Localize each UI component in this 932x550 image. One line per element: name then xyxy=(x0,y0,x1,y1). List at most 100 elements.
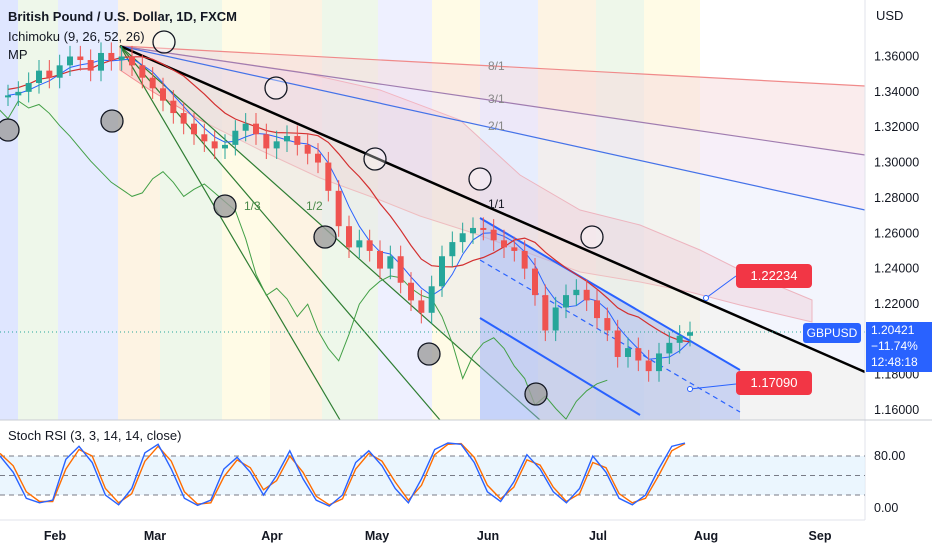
fan-label: 2/1 xyxy=(488,119,505,133)
candle-body xyxy=(521,250,528,269)
candle-body xyxy=(108,52,115,61)
channel-upper xyxy=(479,217,741,371)
candle-body xyxy=(687,332,693,336)
candle-body xyxy=(614,330,621,357)
cycle-marker xyxy=(152,30,176,54)
candle-body xyxy=(635,348,642,361)
y-tick-label: 1.34000 xyxy=(874,85,919,99)
candle-body xyxy=(315,153,321,163)
y-tick-label: 1.24000 xyxy=(874,262,919,276)
candle-body xyxy=(645,360,652,372)
candle-body xyxy=(284,136,290,142)
candle-body xyxy=(552,307,559,331)
x-tick-label: Mar xyxy=(144,529,166,543)
cycle-marker xyxy=(0,118,20,142)
x-tick-label: Sep xyxy=(809,529,832,543)
cycle-marker xyxy=(468,167,492,191)
time-axis-bg xyxy=(0,520,932,550)
candle-body xyxy=(408,282,414,301)
candle-body xyxy=(211,141,218,149)
candle-body xyxy=(418,300,425,313)
y-tick-label: 1.30000 xyxy=(874,156,919,170)
cycle-marker xyxy=(313,225,337,249)
candle-body xyxy=(387,256,394,269)
candle-body xyxy=(594,300,600,319)
candle-body xyxy=(377,250,383,269)
cycle-marker xyxy=(264,76,288,100)
callout-leader xyxy=(705,275,737,299)
candle-body xyxy=(294,136,301,145)
candle-body xyxy=(77,56,84,61)
fan-label: 8/1 xyxy=(488,59,505,73)
mp-legend[interactable]: MP xyxy=(8,47,28,62)
cycle-marker xyxy=(524,382,548,406)
candle-body xyxy=(118,56,125,61)
candle-body xyxy=(222,144,228,149)
x-tick-label: Jul xyxy=(589,529,607,543)
candle-body xyxy=(573,289,580,296)
callout-lower[interactable]: 1.17090 xyxy=(736,371,812,395)
y-tick-label: 1.16000 xyxy=(874,403,919,417)
candle-body xyxy=(253,123,259,135)
stoch-tick-label: 0.00 xyxy=(874,501,898,515)
ichimoku-legend[interactable]: Ichimoku (9, 26, 52, 26) xyxy=(8,29,145,44)
y-tick-label: 1.26000 xyxy=(874,226,919,240)
candle-body xyxy=(346,226,352,248)
fan-line xyxy=(119,45,866,211)
candle-body xyxy=(191,123,197,135)
candle-body xyxy=(470,227,476,234)
candle-body xyxy=(139,65,146,78)
fan-label: 3/1 xyxy=(488,92,505,106)
candle-body xyxy=(356,240,363,248)
callout-anchor xyxy=(687,386,693,392)
candle-body xyxy=(532,268,538,296)
candle-body xyxy=(201,134,208,142)
candle-body xyxy=(583,289,590,301)
candle-body xyxy=(439,256,445,287)
candle-body xyxy=(36,70,42,84)
symbol-tag: GBPUSD xyxy=(803,323,861,343)
candle-body xyxy=(397,256,404,283)
candle-body xyxy=(5,95,11,98)
x-tick-label: Jun xyxy=(477,529,499,543)
candle-body xyxy=(666,342,673,354)
candle-body xyxy=(160,88,166,101)
chart-title: British Pound / U.S. Dollar, 1D, FXCM xyxy=(8,9,237,24)
cycle-stripe xyxy=(0,0,18,420)
callout-anchor xyxy=(703,295,709,301)
channel-lower xyxy=(479,317,641,416)
candle-body xyxy=(87,60,94,71)
candle-body xyxy=(459,233,466,243)
candlesticks xyxy=(5,42,693,382)
price-change: −11.74% xyxy=(871,339,918,353)
candle-body xyxy=(149,77,156,89)
cycle-marker xyxy=(100,109,124,133)
cycle-marker xyxy=(580,225,604,249)
callout-upper[interactable]: 1.22234 xyxy=(736,264,812,288)
candle-body xyxy=(676,335,683,343)
candle-body xyxy=(129,56,135,66)
lagging-span xyxy=(0,100,608,420)
fan-line xyxy=(119,45,866,156)
candle-body xyxy=(366,240,373,251)
last-price-box: 1.20421 −11.74% 12:48:18 xyxy=(866,322,932,372)
candle-body xyxy=(56,65,63,78)
x-tick-label: May xyxy=(365,529,389,543)
x-tick-label: Feb xyxy=(44,529,67,543)
candle-body xyxy=(501,240,507,248)
stoch-rsi-pane: 80.00 0.00 xyxy=(0,442,905,515)
candle-body xyxy=(304,144,311,154)
fan-line xyxy=(119,45,341,421)
stoch-tick-label: 80.00 xyxy=(874,449,905,463)
x-tick-label: Aug xyxy=(694,529,718,543)
candle-body xyxy=(263,134,270,149)
y-tick-label: 1.22000 xyxy=(874,297,919,311)
candle-body xyxy=(325,162,332,191)
stoch-legend[interactable]: Stoch RSI (3, 3, 14, 14, close) xyxy=(8,428,182,443)
candle-body xyxy=(480,227,487,230)
candle-body xyxy=(542,295,549,331)
candle-body xyxy=(449,242,456,257)
currency-label: USD xyxy=(876,8,904,23)
